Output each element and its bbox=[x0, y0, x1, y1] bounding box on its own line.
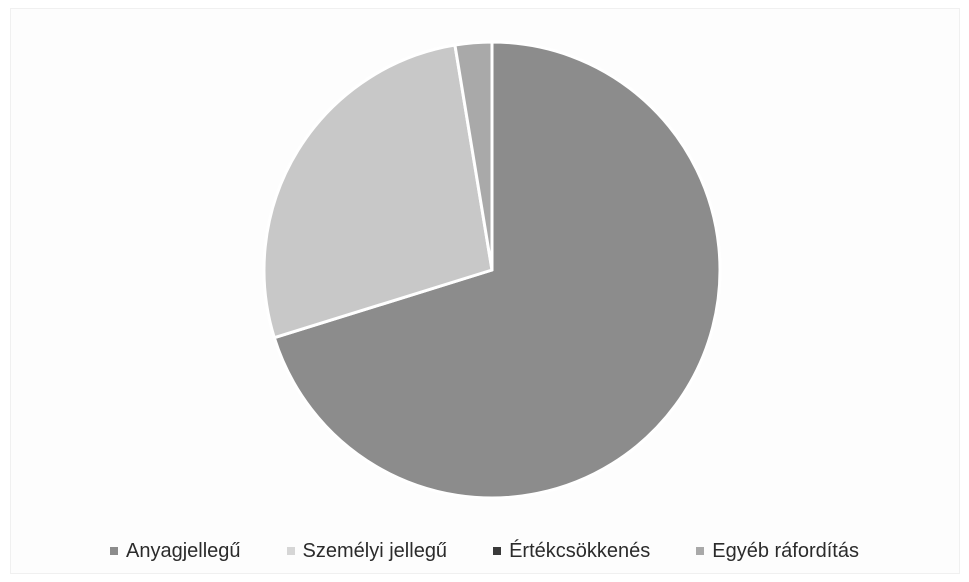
pie-chart bbox=[262, 40, 722, 500]
legend-swatch-szemelyi-jellegu bbox=[286, 547, 295, 555]
legend-item-szemelyi-jellegu: Személyi jellegű bbox=[286, 539, 448, 563]
legend-label-szemelyi-jellegu: Személyi jellegű bbox=[302, 539, 448, 562]
pie-slice-anyagjellegu bbox=[272, 40, 722, 500]
legend-swatch-ertekcsokkenes bbox=[493, 547, 502, 555]
pie-slice-szemelyi-jellegu bbox=[262, 43, 494, 340]
legend-swatch-egyeb-raforditas bbox=[696, 547, 705, 555]
legend-item-egyeb-raforditas: Egyéb ráfordítás bbox=[696, 540, 859, 563]
legend-item-anyagjellegu: Anyagjellegű bbox=[110, 540, 241, 563]
pie-slice-egyeb-raforditas bbox=[453, 40, 494, 272]
legend-label-anyagjellegu: Anyagjellegű bbox=[126, 539, 241, 562]
legend: Anyagjellegű Személyi jellegű Értékcsökk… bbox=[0, 536, 969, 566]
legend-label-egyeb-raforditas: Egyéb ráfordítás bbox=[712, 539, 859, 562]
legend-swatch-anyagjellegu bbox=[110, 547, 119, 555]
pie-slices bbox=[262, 40, 722, 500]
legend-item-ertekcsokkenes: Értékcsökkenés bbox=[493, 540, 650, 563]
legend-label-ertekcsokkenes: Értékcsökkenés bbox=[509, 539, 651, 562]
